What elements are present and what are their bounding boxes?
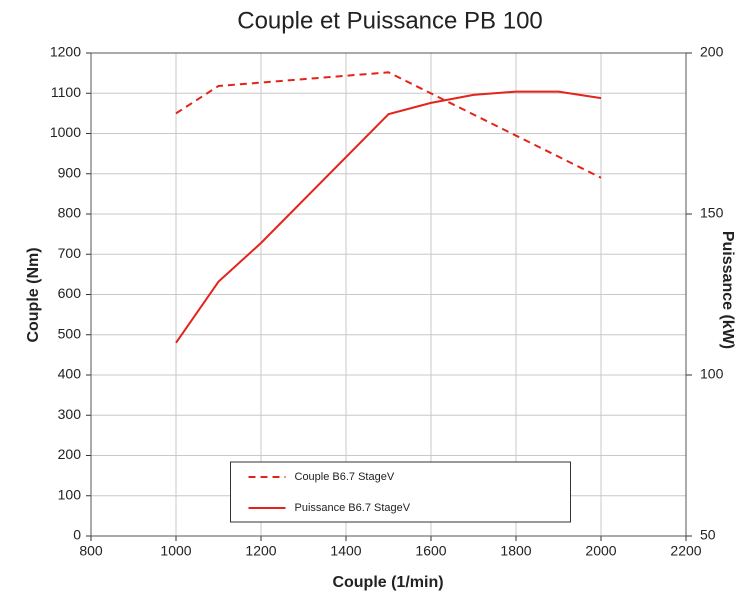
x-tick-label: 1600 bbox=[415, 543, 446, 559]
y-tick-label: 400 bbox=[58, 366, 82, 382]
y-axis-title: Couple (Nm) bbox=[25, 247, 42, 342]
y2-axis-title: Puissance (kW) bbox=[719, 231, 736, 349]
series-line bbox=[175, 90, 602, 344]
y-tick-label: 600 bbox=[58, 285, 82, 301]
y2-tick-label: 50 bbox=[700, 527, 716, 543]
legend-label: Puissance B6.7 StageV bbox=[295, 502, 411, 514]
y-tick-label: 700 bbox=[58, 245, 82, 261]
chart-title: Couple et Puissance PB 100 bbox=[237, 7, 543, 34]
y2-tick-label: 150 bbox=[700, 205, 724, 221]
y-tick-label: 1000 bbox=[50, 124, 81, 140]
legend-label: Couple B6.7 StageV bbox=[295, 471, 395, 483]
y2-tick-label: 100 bbox=[700, 366, 724, 382]
x-axis-title: Couple (1/min) bbox=[332, 574, 443, 591]
y-tick-label: 1200 bbox=[50, 44, 81, 60]
y-tick-label: 300 bbox=[58, 406, 82, 422]
y-tick-label: 0 bbox=[73, 527, 81, 543]
y-tick-label: 100 bbox=[58, 486, 82, 502]
x-tick-label: 2000 bbox=[585, 543, 616, 559]
x-tick-label: 800 bbox=[79, 543, 103, 559]
x-tick-label: 1400 bbox=[330, 543, 361, 559]
y-tick-label: 1100 bbox=[51, 84, 81, 100]
plot-frame bbox=[90, 52, 687, 537]
x-tick-label: 1800 bbox=[500, 543, 531, 559]
x-tick-label: 1200 bbox=[245, 543, 276, 559]
legend-box bbox=[230, 461, 571, 523]
y-tick-label: 500 bbox=[58, 325, 82, 341]
y-tick-label: 900 bbox=[58, 164, 82, 180]
series-line bbox=[175, 71, 602, 179]
y-tick-label: 200 bbox=[58, 446, 82, 462]
x-tick-label: 1000 bbox=[160, 543, 191, 559]
y-tick-label: 800 bbox=[58, 205, 82, 221]
x-tick-label: 2200 bbox=[670, 543, 701, 559]
y2-tick-label: 200 bbox=[700, 44, 724, 60]
